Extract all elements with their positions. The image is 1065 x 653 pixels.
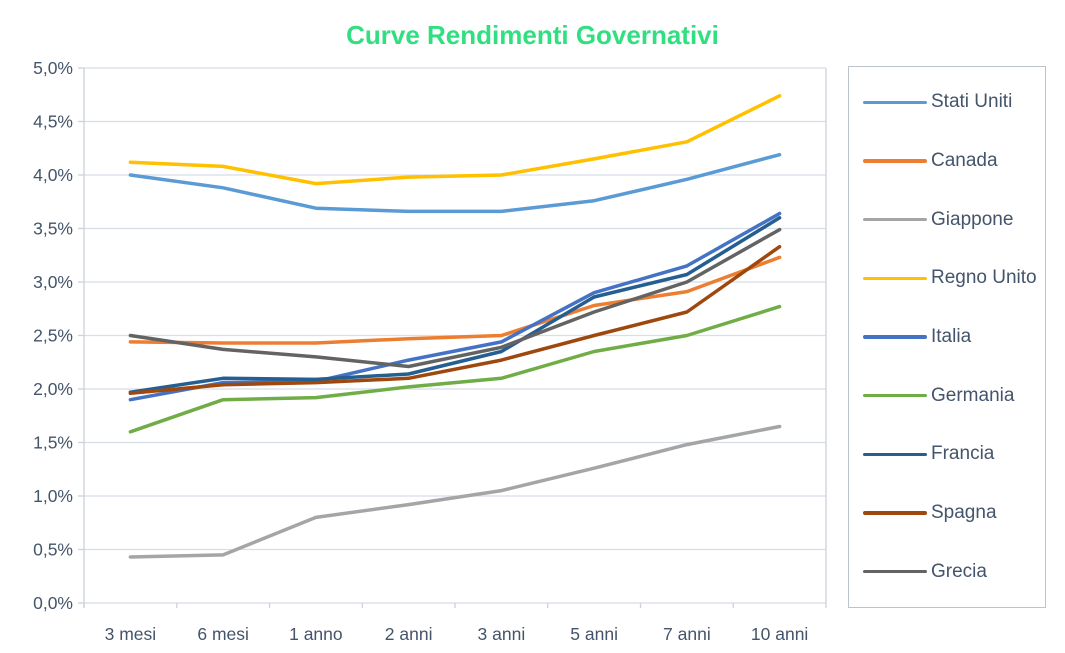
series-line-francia [128,216,782,394]
legend-item-regno-unito: Regno Unito [863,267,1045,289]
y-axis-tick-label: 2,5% [33,326,73,346]
series-line-giappone [128,424,782,559]
x-axis-tick-label: 2 anni [385,624,433,644]
y-axis-tick-label: 5,0% [33,58,73,78]
legend-item-giappone: Giappone [863,209,1045,231]
legend-line-sample [863,569,927,574]
chart-title: Curve Rendimenti Governativi [346,20,719,50]
legend-item-label: Regno Unito [931,267,1037,289]
series-line-regno-unito [128,94,782,186]
x-axis-tick-label: 10 anni [751,624,808,644]
y-axis-tick-label: 1,0% [33,486,73,506]
x-axis-tick-label: 3 mesi [105,624,157,644]
series-line-spagna [128,244,782,396]
series-line-canada [128,255,782,345]
legend-item-stati-uniti: Stati Uniti [863,91,1045,113]
series-line-germania [128,304,782,434]
y-axis-tick-label: 4,0% [33,165,73,185]
series-line-grecia [128,227,782,369]
x-axis-tick-label: 1 anno [289,624,343,644]
legend-item-germania: Germania [863,385,1045,407]
legend: Stati Uniti Canada Giappone Regno Unito Ital… [848,66,1046,608]
legend-line-sample [863,393,927,398]
x-axis-tick-label: 6 mesi [197,624,249,644]
legend-item-label: Giappone [931,208,1014,230]
legend-item-label: Grecia [931,560,987,582]
legend-item-italia: Italia [863,326,1045,348]
legend-item-label: Germania [931,384,1015,406]
series-line-italia [128,211,782,402]
y-axis-tick-label: 1,5% [33,433,73,453]
y-axis-tick-label: 0,5% [33,540,73,560]
legend-line-sample [863,159,927,163]
legend-line-sample [863,335,927,339]
legend-item-label: Francia [931,443,995,465]
legend-line-sample [863,217,927,222]
legend-line-sample [863,511,927,515]
legend-item-label: Italia [931,325,972,347]
legend-item-grecia: Grecia [863,561,1045,583]
x-axis-tick-label: 3 anni [478,624,526,644]
legend-line-sample [863,452,927,457]
y-axis-tick-label: 3,5% [33,219,73,239]
series-line-stati-uniti [128,152,782,214]
y-axis-tick-label: 4,5% [33,112,73,132]
legend-item-label: Stati Uniti [931,91,1013,113]
legend-item-label: Canada [931,149,998,171]
legend-item-francia: Francia [863,443,1045,465]
x-axis-tick-label: 7 anni [663,624,711,644]
y-axis-tick-label: 2,0% [33,379,73,399]
y-axis-tick-label: 0,0% [33,593,73,613]
legend-item-spagna: Spagna [863,502,1045,524]
x-axis-tick-label: 5 anni [570,624,618,644]
y-axis-tick-label: 3,0% [33,272,73,292]
legend-line-sample [863,276,927,281]
legend-line-sample [863,100,927,105]
legend-item-label: Spagna [931,501,997,523]
legend-item-canada: Canada [863,150,1045,172]
